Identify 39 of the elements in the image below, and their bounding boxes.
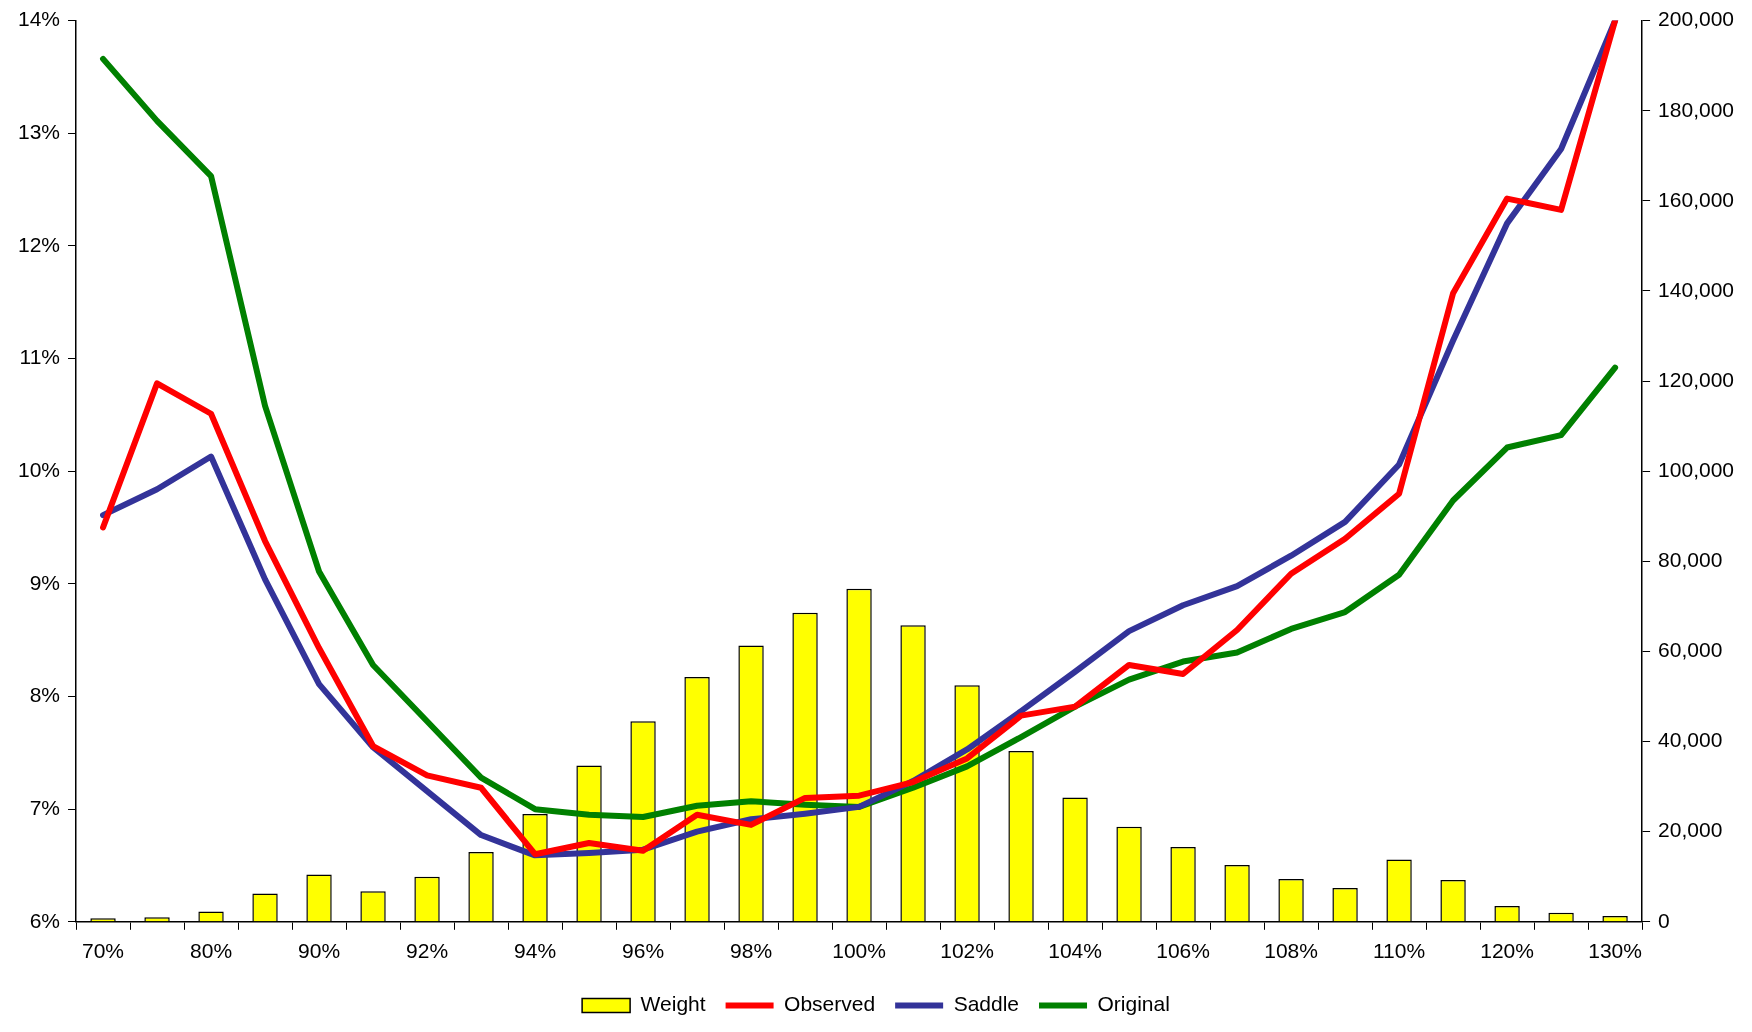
- y2-tick-label: 20,000: [1658, 818, 1723, 842]
- y-tick-label: 11%: [19, 345, 61, 369]
- y2-tick-label: 200,000: [1658, 7, 1735, 31]
- y-tick-label: 13%: [18, 120, 61, 144]
- y2-tick-label: 120,000: [1658, 367, 1735, 391]
- legend-label: Observed: [784, 992, 876, 1016]
- x-tick-label: 108%: [1264, 939, 1318, 963]
- y2-tick-label: 140,000: [1658, 277, 1735, 301]
- y-tick-label: 6%: [29, 908, 61, 932]
- legend-label: Original: [1097, 992, 1170, 1016]
- y2-tick-label: 40,000: [1658, 728, 1723, 752]
- x-tick-label: 120%: [1480, 939, 1534, 963]
- y2-tick-label: 80,000: [1658, 548, 1723, 572]
- y-tick-label: 12%: [18, 232, 61, 256]
- x-tick-label: 80%: [190, 939, 233, 963]
- y-tick-label: 9%: [29, 570, 61, 594]
- y2-tick-label: 160,000: [1658, 187, 1735, 211]
- legend-label: Weight: [640, 992, 706, 1016]
- legend-label: Saddle: [953, 992, 1020, 1016]
- y2-tick-label: 0: [1658, 908, 1670, 932]
- x-tick-label: 70%: [82, 939, 125, 963]
- y-tick-label: 7%: [29, 795, 61, 819]
- y-tick-label: 14%: [18, 7, 61, 31]
- y2-tick-label: 60,000: [1658, 638, 1723, 662]
- y2-tick-label: 180,000: [1658, 97, 1735, 121]
- x-tick-label: 110%: [1373, 939, 1426, 963]
- x-tick-label: 100%: [832, 939, 886, 963]
- y-tick-label: 10%: [18, 458, 61, 481]
- x-tick-label: 90%: [298, 939, 341, 963]
- y2-tick-label: 100,000: [1658, 458, 1735, 481]
- x-tick-label: 130%: [1588, 939, 1642, 963]
- x-tick-label: 92%: [406, 939, 449, 963]
- x-tick-label: 106%: [1156, 939, 1210, 963]
- x-tick-label: 94%: [514, 939, 557, 963]
- y-tick-label: 8%: [29, 683, 61, 707]
- x-tick-label: 102%: [940, 939, 994, 963]
- x-tick-label: 98%: [730, 939, 773, 963]
- x-tick-label: 104%: [1048, 939, 1102, 963]
- x-tick-label: 96%: [622, 939, 665, 963]
